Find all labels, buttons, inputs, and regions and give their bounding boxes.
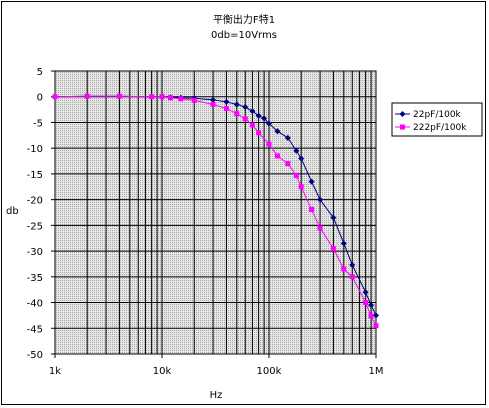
data-point [266, 120, 272, 127]
data-point [167, 95, 173, 101]
data-point [368, 302, 375, 309]
data-point [293, 172, 299, 178]
series-2 [52, 93, 379, 329]
x-tick-label: 10k [153, 366, 172, 377]
data-point [274, 128, 281, 135]
data-point [349, 261, 356, 268]
x-tick-label: 1M [369, 366, 384, 377]
y-tick-label: -40 [27, 299, 43, 310]
x-tick-label: 100k [257, 366, 282, 377]
data-point [256, 130, 262, 136]
data-point [52, 94, 58, 100]
y-tick-label: -50 [27, 350, 43, 361]
data-point [249, 108, 256, 115]
data-point [274, 153, 280, 159]
legend-swatch-marker [400, 124, 405, 130]
data-point [317, 196, 324, 203]
data-point [116, 93, 122, 99]
y-tick-label: -45 [27, 324, 43, 335]
data-point [266, 141, 272, 147]
data-point [210, 96, 217, 103]
data-point [298, 155, 305, 162]
data-point [84, 93, 90, 99]
data-point [340, 240, 347, 247]
data-point [234, 111, 240, 117]
data-point [242, 104, 249, 111]
data-point [341, 266, 347, 272]
data-point [261, 115, 268, 122]
data-point [284, 134, 291, 141]
data-point [178, 96, 184, 102]
data-point [293, 147, 300, 154]
data-point [363, 300, 369, 306]
legend: 22pF/100k 222pF/100k [391, 102, 483, 137]
data-point [210, 101, 216, 107]
x-tick-label: 1k [49, 366, 61, 377]
y-tick-label: 0 [37, 93, 43, 104]
legend-label: 222pF/100k [413, 123, 467, 133]
data-point [308, 178, 315, 185]
data-point [242, 116, 248, 122]
data-point [223, 106, 229, 112]
data-point [298, 184, 304, 190]
grid [55, 70, 376, 355]
data-point [330, 214, 337, 221]
y-tick-label: -10 [27, 144, 43, 155]
data-point [368, 313, 374, 319]
data-point [362, 289, 369, 296]
data-point [349, 274, 355, 280]
y-tick-label: 5 [37, 67, 43, 78]
data-point [309, 206, 315, 212]
data-point [330, 246, 336, 252]
data-point [255, 112, 262, 119]
x-axis-label: Hz [210, 390, 223, 401]
chart-title: 平衡出力F特1 [213, 13, 275, 26]
plot-area [54, 70, 377, 355]
legend-box [391, 102, 483, 137]
data-point [233, 101, 240, 108]
y-tick-label: -15 [27, 170, 43, 181]
legend-item-2: 222pF/100k [395, 123, 467, 133]
y-tick-label: -25 [27, 221, 43, 232]
y-axis-label: db [6, 206, 19, 217]
data-point [317, 225, 323, 231]
data-point [373, 312, 379, 319]
y-tick-label: -5 [33, 118, 43, 129]
legend-label: 22pF/100k [413, 110, 462, 120]
data-point [373, 323, 379, 329]
y-axis-ticks: 5 0 -5 -10 -15 -20 -25 -30 -35 -40 -45 -50 [27, 67, 55, 361]
y-tick-label: -35 [27, 273, 43, 284]
data-point [191, 97, 197, 103]
data-point [285, 161, 291, 167]
data-point [249, 122, 255, 128]
y-tick-label: -20 [27, 196, 43, 207]
legend-item-1: 22pF/100k [395, 110, 462, 120]
legend-swatch-marker [399, 111, 406, 117]
x-axis-ticks: 1k 10k 100k 1M [49, 354, 384, 377]
y-tick-label: -30 [27, 247, 43, 258]
data-point [149, 94, 155, 100]
series-layer [52, 93, 379, 329]
chart-subtitle: 0db=10Vrms [211, 30, 277, 41]
data-point [159, 94, 165, 100]
data-point [223, 98, 230, 105]
